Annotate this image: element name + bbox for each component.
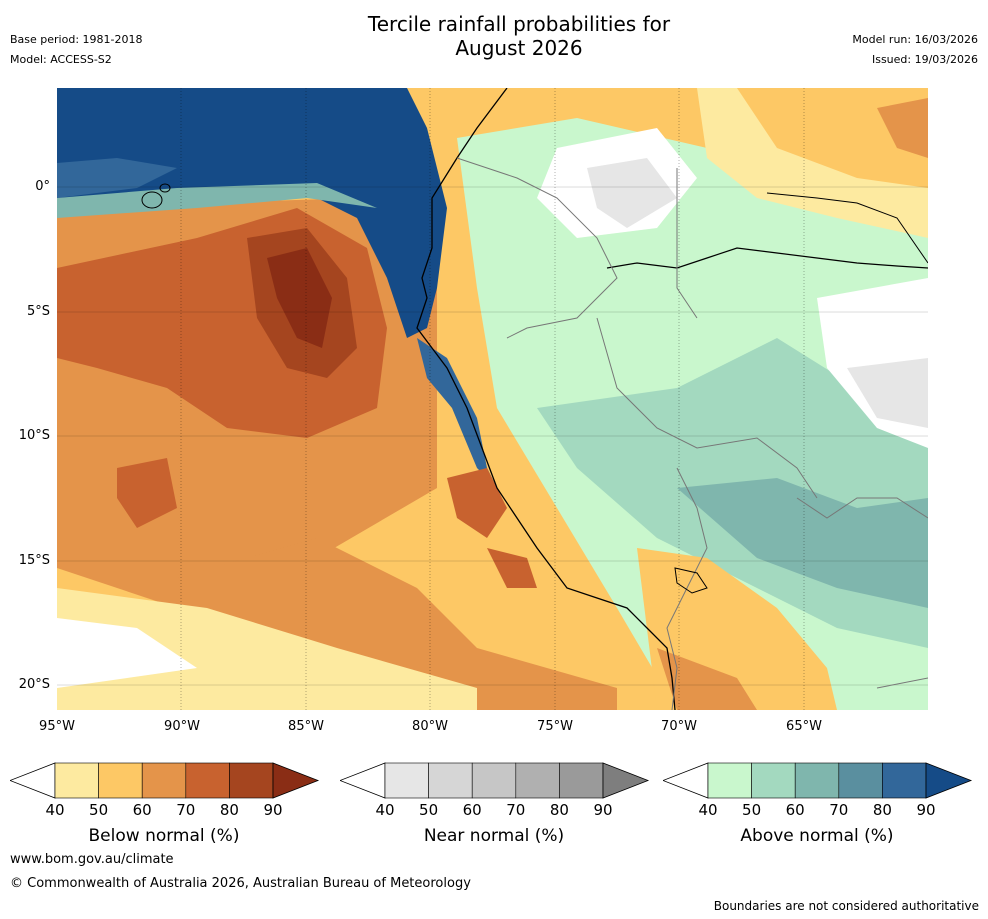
region-below-coast-2 (487, 548, 537, 588)
river-north (766, 192, 928, 264)
lat-label-5s: 5°S (26, 304, 50, 319)
region-below-ne-60 (877, 98, 928, 158)
region-white-south (57, 618, 197, 688)
lon-label-70w: 70°W (661, 719, 697, 734)
above-colorbar-title: Above normal (%) (740, 826, 894, 846)
below-colorbar-tick: 90 (263, 801, 283, 819)
region-above-90 (57, 88, 447, 338)
near-colorbar-segment (384, 762, 429, 799)
galapagos-islet (159, 183, 171, 193)
near-colorbar-tick: 40 (375, 801, 395, 819)
region-below-coast-1 (447, 468, 507, 538)
region-below-se-60 (657, 648, 757, 710)
above-colorbar-tick: 70 (829, 801, 849, 819)
near-colorbar-tick: 60 (462, 801, 482, 819)
above-colorbar-segment (882, 762, 927, 799)
near-colorbar-tick: 50 (419, 801, 439, 819)
copyright: © Commonwealth of Australia 2026, Austra… (10, 876, 471, 891)
latitude-lines (57, 186, 928, 686)
lon-label-95w: 95°W (39, 719, 75, 734)
lake-titicaca (674, 567, 708, 594)
above-colorbar-high-arrow (925, 762, 973, 799)
chart-title: Tercile rainfall probabilities for Augus… (0, 12, 988, 60)
below-colorbar-low-arrow (10, 762, 56, 799)
above-colorbar-segment (751, 762, 796, 799)
above-colorbar-segment (838, 762, 883, 799)
lon-label-80w: 80°W (412, 719, 448, 734)
above-colorbar-segment (794, 762, 840, 799)
country-borders (456, 157, 928, 710)
region-above-80 (57, 158, 177, 198)
below-colorbar-segment (229, 762, 274, 799)
title-line-2: August 2026 (455, 36, 583, 60)
near-colorbar-tick: 80 (549, 801, 569, 819)
issued-date: Issued: 19/03/2026 (871, 53, 978, 66)
region-near-normal-east (847, 358, 928, 428)
near-colorbar-tick: 90 (593, 801, 613, 819)
above-colorbar-tick: 90 (916, 801, 936, 819)
website: www.bom.gov.au/climate (10, 852, 174, 867)
region-above-60 (677, 478, 928, 608)
above-colorbar-tick: 60 (785, 801, 805, 819)
near-colorbar-tick: 70 (506, 801, 526, 819)
coastline (416, 88, 676, 710)
model-run: Model run: 16/03/2026 (852, 33, 978, 46)
above-colorbar-low-arrow (663, 762, 709, 799)
below-colorbar-tick: 60 (132, 801, 152, 819)
near-colorbar-segment (471, 762, 517, 799)
below-colorbar-tick: 50 (89, 801, 109, 819)
lon-label-90w: 90°W (164, 719, 200, 734)
near-colorbar-title: Near normal (%) (423, 826, 565, 846)
near-colorbar (340, 762, 650, 799)
region-above-60-band (57, 183, 377, 218)
below-colorbar-segment (185, 762, 230, 799)
lat-label-10s: 10°S (18, 428, 50, 443)
near-colorbar-segment (559, 762, 604, 799)
below-colorbar-segment (54, 762, 99, 799)
below-colorbar-tick: 70 (176, 801, 196, 819)
above-colorbar (663, 762, 973, 799)
disclaimer: Boundaries are not considered authoritat… (713, 899, 979, 913)
near-colorbar-segment (515, 762, 560, 799)
above-colorbar-segment (707, 762, 752, 799)
region-above-coast (417, 338, 497, 488)
lat-label-0: 0° (35, 179, 50, 194)
above-colorbar-tick: 80 (872, 801, 892, 819)
below-colorbar-high-arrow (272, 762, 320, 799)
below-colorbar-tick: 40 (45, 801, 65, 819)
region-near-normal-north (587, 158, 677, 228)
lon-label-75w: 75°W (537, 719, 573, 734)
region-below-70-patch (117, 458, 177, 528)
galapagos-island (141, 191, 163, 209)
below-colorbar-segment (141, 762, 187, 799)
lat-label-15s: 15°S (18, 553, 50, 568)
near-colorbar-high-arrow (602, 762, 650, 799)
region-below-40-south (57, 588, 477, 710)
below-colorbar-tick: 80 (219, 801, 239, 819)
above-colorbar-tick: 40 (698, 801, 718, 819)
model-name: Model: ACCESS-S2 (10, 53, 112, 66)
title-line-1: Tercile rainfall probabilities for (367, 12, 671, 36)
meta-right: Model run: 16/03/2026 Issued: 19/03/2026 (852, 30, 978, 70)
lon-label-65w: 65°W (786, 719, 822, 734)
amazon-river (606, 247, 928, 269)
above-colorbar-tick: 50 (742, 801, 762, 819)
below-colorbar (10, 762, 320, 799)
region-below-90 (267, 248, 332, 348)
probability-map (57, 88, 928, 710)
lat-label-20s: 20°S (18, 677, 50, 692)
meta-left: Base period: 1981-2018 Model: ACCESS-S2 (10, 30, 142, 70)
lon-label-85w: 85°W (288, 719, 324, 734)
near-colorbar-segment (428, 762, 473, 799)
base-period: Base period: 1981-2018 (10, 33, 143, 46)
below-colorbar-segment (98, 762, 143, 799)
below-colorbar-title: Below normal (%) (88, 826, 240, 846)
near-colorbar-low-arrow (340, 762, 386, 799)
map-svg (57, 88, 928, 710)
